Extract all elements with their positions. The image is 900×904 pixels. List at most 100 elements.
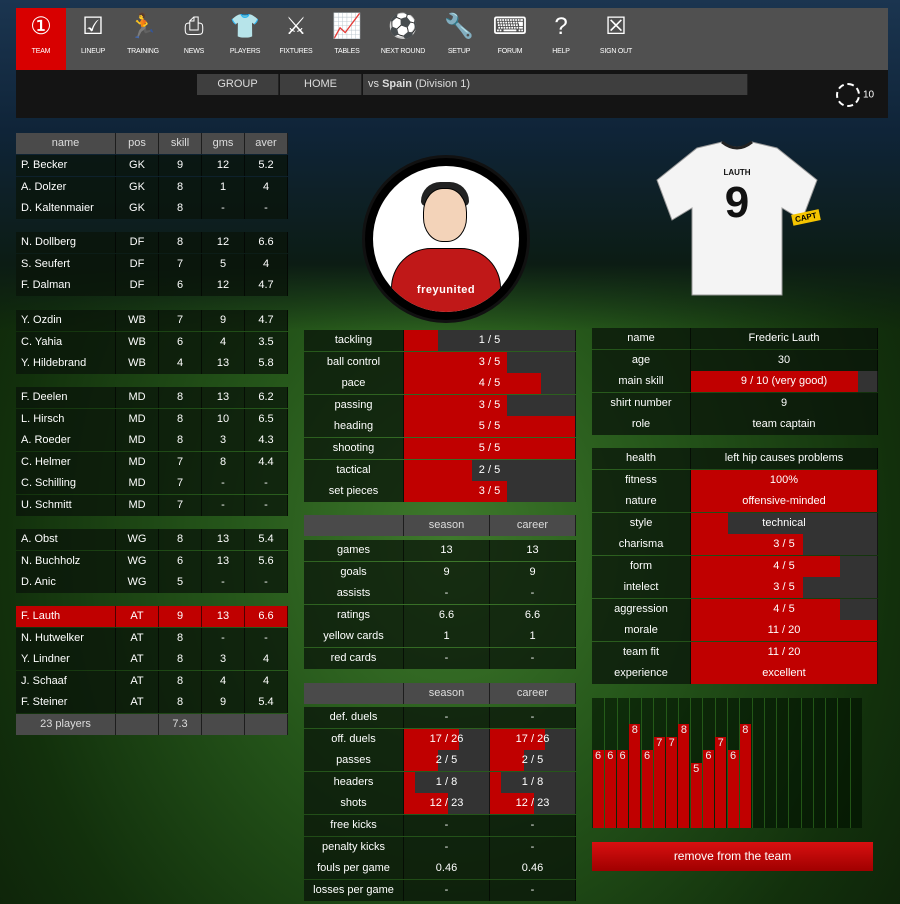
cell-text: 10 bbox=[216, 412, 230, 425]
nav-lineup[interactable]: ☑ LINEUP bbox=[68, 8, 118, 70]
cell-text: aver bbox=[255, 137, 277, 149]
player-row[interactable]: C. Yahia WB 6 4 3.5 bbox=[16, 331, 288, 353]
cell-text: losses per game bbox=[313, 883, 394, 896]
nav-training[interactable]: 🏃 TRAINING bbox=[118, 8, 168, 70]
nav-news[interactable]: ⎙ NEWS bbox=[169, 8, 219, 70]
cell-text: 12 bbox=[216, 279, 230, 291]
cell: 4 bbox=[245, 176, 288, 198]
condition-row: aggression 4 / 5 bbox=[592, 598, 878, 620]
cell: 8 bbox=[202, 451, 245, 473]
cell-text: 12 bbox=[216, 236, 230, 248]
chart-gridline bbox=[849, 698, 851, 828]
cell-text: pos bbox=[128, 137, 146, 149]
nav-team[interactable]: ① TEAM bbox=[16, 8, 66, 70]
cell-text: aggression bbox=[614, 602, 668, 615]
cell: A. Roeder bbox=[16, 430, 116, 451]
player-row[interactable]: A. Obst WG 8 13 5.4 bbox=[16, 529, 288, 550]
player-row[interactable]: Y. Lindner AT 8 3 4 bbox=[16, 649, 288, 670]
nav-forum[interactable]: ⌨ FORUM bbox=[485, 8, 535, 70]
remove-from-team-button[interactable]: remove from the team bbox=[592, 842, 873, 871]
player-row[interactable]: P. Becker GK 9 12 5.2 bbox=[16, 155, 288, 176]
cell-text: 7.3 bbox=[172, 718, 188, 730]
attribute-row: ball control 3 / 5 bbox=[304, 351, 576, 373]
cell: career bbox=[490, 515, 576, 536]
player-row[interactable]: F. Lauth AT 9 13 6.6 bbox=[16, 606, 288, 627]
player-row[interactable]: A. Roeder MD 8 3 4.3 bbox=[16, 430, 288, 451]
cell-text: J. Schaaf bbox=[21, 674, 67, 687]
nav-fixtures[interactable]: ⚔ FIXTURES bbox=[271, 8, 321, 70]
cell: charisma bbox=[592, 534, 691, 555]
nav-next-round[interactable]: ⚽ NEXT ROUND bbox=[373, 8, 433, 70]
cell: D. Kaltenmaier bbox=[16, 198, 116, 219]
player-row[interactable]: F. Steiner AT 8 9 5.4 bbox=[16, 692, 288, 713]
nav-label: SETUP bbox=[447, 48, 471, 55]
close-box-icon: ☒ bbox=[605, 13, 627, 40]
home-button[interactable]: HOME bbox=[280, 74, 362, 95]
player-row[interactable]: S. Seufert DF 7 5 4 bbox=[16, 253, 288, 275]
timer-value: 10 bbox=[863, 89, 875, 101]
cell: AT bbox=[116, 627, 159, 649]
cell: style bbox=[592, 512, 691, 534]
cell: 7 bbox=[159, 494, 202, 516]
player-row[interactable]: N. Dollberg DF 8 12 6.6 bbox=[16, 232, 288, 253]
player-row[interactable]: Y. Ozdin WB 7 9 4.7 bbox=[16, 310, 288, 331]
nav-players[interactable]: 👕 PLAYERS bbox=[220, 8, 270, 70]
cell-text: 1 bbox=[219, 180, 227, 193]
cell-text: 9 bbox=[176, 159, 184, 171]
cell: off. duels bbox=[304, 728, 404, 750]
cell: 3 / 5 bbox=[691, 577, 878, 598]
cell-text: - bbox=[221, 498, 225, 511]
level-bar bbox=[404, 750, 438, 772]
cell-text: 9 bbox=[443, 565, 450, 578]
cell: 1 / 8 bbox=[490, 771, 576, 793]
player-row[interactable]: Y. Hildebrand WB 4 13 5.8 bbox=[16, 353, 288, 374]
player-row[interactable]: F. Dalman DF 6 12 4.7 bbox=[16, 275, 288, 296]
nav-help[interactable]: ? HELP bbox=[536, 8, 586, 70]
player-row[interactable]: U. Schmitt MD 7 - - bbox=[16, 494, 288, 516]
cell-text: A. Dolzer bbox=[21, 180, 67, 193]
cell: 3 / 5 bbox=[404, 351, 576, 373]
cell-text: GK bbox=[129, 202, 145, 214]
cell-text: excellent bbox=[762, 667, 806, 679]
player-row[interactable]: N. Hutwelker AT 8 - - bbox=[16, 627, 288, 649]
cell-text: 6.6 bbox=[524, 608, 541, 621]
cell: 4 / 5 bbox=[691, 598, 878, 620]
player-row[interactable]: L. Hirsch MD 8 10 6.5 bbox=[16, 408, 288, 430]
chart-gridline bbox=[800, 698, 802, 828]
nav-tables[interactable]: 📈 TABLES bbox=[322, 8, 372, 70]
group-button[interactable]: GROUP bbox=[197, 74, 279, 95]
cell: 4 bbox=[245, 253, 288, 275]
player-row[interactable]: J. Schaaf AT 8 4 4 bbox=[16, 670, 288, 692]
cell: WB bbox=[116, 310, 159, 331]
cell: MD bbox=[116, 408, 159, 430]
level-bar bbox=[691, 641, 877, 663]
player-row[interactable]: C. Schilling MD 7 - - bbox=[16, 473, 288, 494]
wrench-icon: 🔧 bbox=[444, 13, 474, 40]
cell-text: U. Schmitt bbox=[21, 498, 72, 511]
cell: 4 bbox=[245, 670, 288, 692]
cell: - bbox=[202, 198, 245, 219]
player-row[interactable]: D. Anic WG 5 - - bbox=[16, 572, 288, 593]
cell: 3 / 5 bbox=[404, 394, 576, 416]
cell-text: 4 / 5 bbox=[773, 602, 795, 615]
player-row[interactable]: D. Kaltenmaier GK 8 - - bbox=[16, 198, 288, 219]
cell-text: season bbox=[428, 519, 465, 531]
stat-row: assists - - bbox=[304, 583, 576, 605]
cell: N. Dollberg bbox=[16, 232, 116, 253]
cell: 7 bbox=[159, 473, 202, 494]
cell: - bbox=[245, 473, 288, 494]
cell-text: 4 bbox=[219, 674, 227, 687]
cell: 5 / 5 bbox=[404, 438, 576, 459]
cell-text: - bbox=[530, 652, 535, 664]
player-row[interactable]: A. Dolzer GK 8 1 4 bbox=[16, 176, 288, 198]
nav-sign-out[interactable]: ☒ SIGN OUT bbox=[586, 8, 646, 70]
duel-row: losses per game - - bbox=[304, 879, 576, 901]
player-row[interactable]: N. Buchholz WG 6 13 5.6 bbox=[16, 550, 288, 572]
chart-bar: 8 bbox=[739, 724, 751, 828]
player-row[interactable]: F. Deelen MD 8 13 6.2 bbox=[16, 387, 288, 408]
next-match: vs Spain (Division 1) bbox=[363, 74, 748, 95]
nav-setup[interactable]: 🔧 SETUP bbox=[434, 8, 484, 70]
player-row[interactable]: C. Helmer MD 7 8 4.4 bbox=[16, 451, 288, 473]
cell-text: 9 / 10 (very good) bbox=[740, 375, 828, 387]
cell: losses per game bbox=[304, 879, 404, 901]
